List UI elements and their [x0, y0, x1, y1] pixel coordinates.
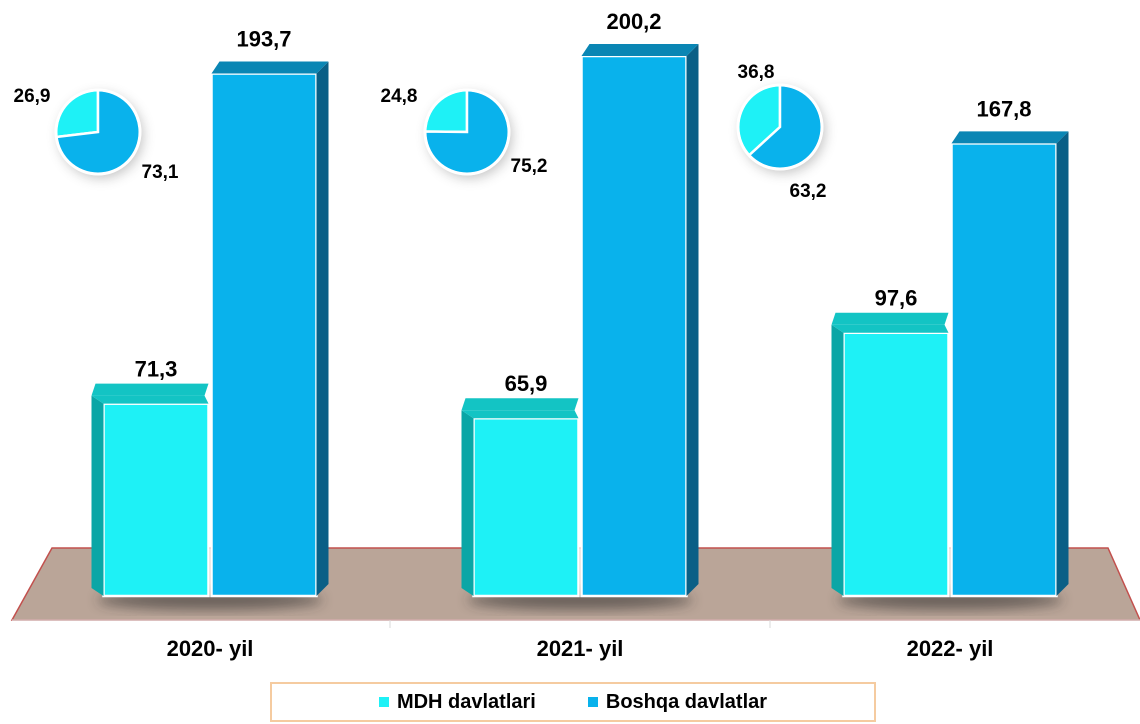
- bar-top: [581, 44, 699, 56]
- legend-swatch-mdh: [378, 697, 389, 707]
- pie-2022-yil: [736, 83, 825, 173]
- x-tick-label: 2020- yil: [167, 636, 254, 661]
- x-tick-label: 2022- yil: [907, 636, 994, 661]
- bar-front: [950, 142, 1058, 598]
- bar-top: [461, 398, 579, 411]
- data-label: 193,7: [236, 27, 291, 52]
- legend-item-mdh: MDH davlatlari: [378, 690, 536, 714]
- bar-front: [210, 72, 318, 598]
- legend-item-boshqa: Boshqa davlatlar: [587, 690, 768, 714]
- bar-front: [842, 331, 950, 598]
- pie-label-boshqa: 73,1: [142, 162, 179, 183]
- bar-side: [91, 395, 104, 596]
- legend-swatch-boshqa: [587, 697, 598, 707]
- bar-front: [580, 54, 688, 598]
- bar-mdh-2021-yil: [461, 398, 580, 598]
- bar-side: [461, 410, 474, 596]
- bar-side: [831, 324, 844, 596]
- pie-label-mdh: 36,8: [738, 62, 775, 83]
- pie-outline: [736, 83, 824, 171]
- bar-top: [951, 131, 1069, 144]
- data-label: 65,9: [505, 371, 548, 396]
- legend: MDH davlatlari Boshqa davlatlar: [270, 682, 876, 722]
- bar-top: [211, 61, 329, 74]
- bar-boshqa-2021-yil: [580, 44, 699, 598]
- pie-outline: [54, 88, 142, 176]
- pie-outline: [423, 88, 511, 176]
- bar-mdh-2020-yil: [91, 383, 210, 598]
- data-label: 200,2: [606, 9, 661, 34]
- pie-label-boshqa: 63,2: [790, 181, 827, 202]
- legend-label-mdh: MDH davlatlari: [396, 690, 536, 713]
- pie-2020-yil: [54, 88, 143, 178]
- bar-top: [91, 395, 209, 404]
- bar-front: [102, 402, 210, 598]
- bar-top: [461, 410, 579, 419]
- bar-top: [831, 312, 949, 325]
- bar-boshqa-2020-yil: [210, 61, 329, 598]
- bar-side: [686, 44, 699, 596]
- bar-top: [91, 383, 209, 396]
- legend-label-boshqa: Boshqa davlatlar: [605, 690, 768, 713]
- pie-label-mdh: 26,9: [14, 86, 51, 107]
- data-label: 167,8: [976, 96, 1031, 121]
- data-label: 97,6: [875, 286, 918, 311]
- x-tick-label: 2021- yil: [537, 636, 624, 661]
- data-label: 71,3: [135, 357, 178, 382]
- bar-front: [472, 416, 580, 598]
- pie-label-boshqa: 75,2: [511, 156, 548, 177]
- pie-label-mdh: 24,8: [381, 86, 418, 107]
- bar-boshqa-2022-yil: [950, 131, 1069, 598]
- pie-2021-yil: [423, 88, 512, 178]
- bar-side: [316, 61, 329, 596]
- bar-top: [831, 324, 949, 333]
- bar-side: [1056, 131, 1069, 596]
- bar-mdh-2022-yil: [831, 312, 950, 598]
